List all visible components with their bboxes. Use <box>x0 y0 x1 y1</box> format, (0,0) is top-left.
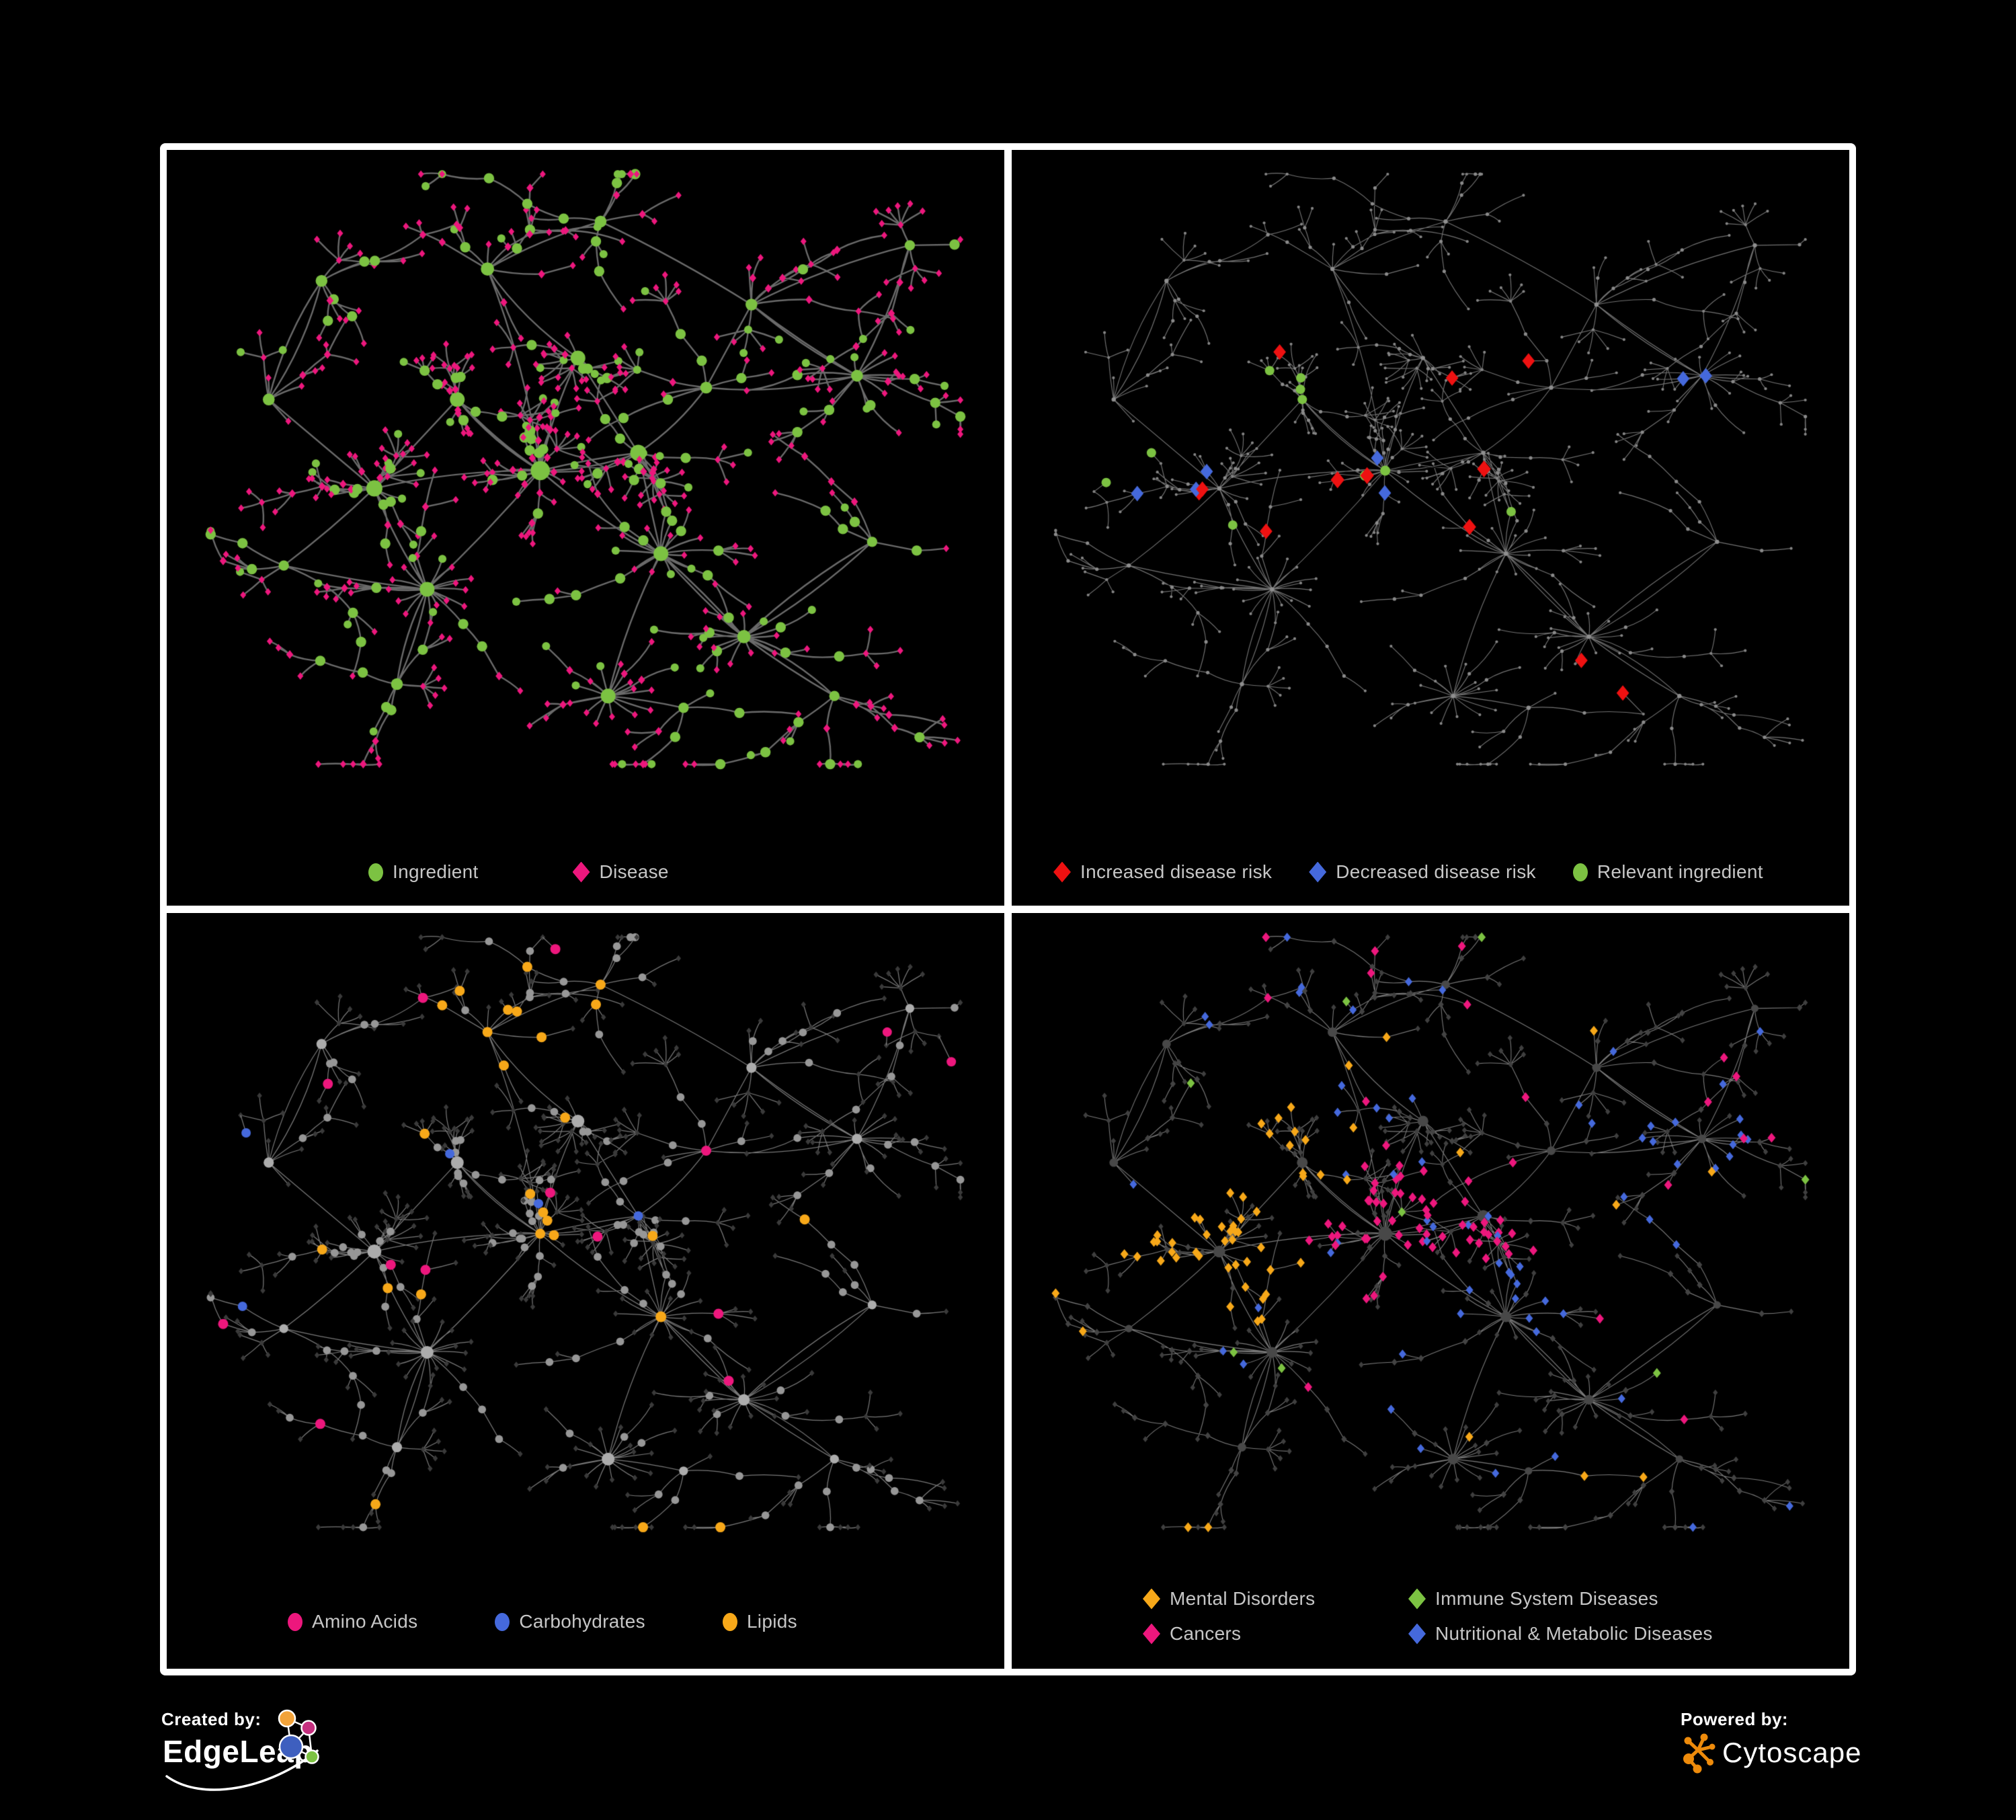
network-canvas-compound-classes <box>167 913 1004 1669</box>
legend-item: Increased disease risk <box>1053 861 1272 883</box>
legend-label: Cancers <box>1170 1623 1242 1644</box>
legend-item: Cancers <box>1143 1623 1241 1645</box>
edgeleap-credit: Created by: EdgeLeap <box>161 1709 497 1817</box>
legend-label: Ingredient <box>393 861 479 882</box>
legend-label: Decreased disease risk <box>1336 861 1536 882</box>
panel-grid: Ingredient Disease Increased disease ris… <box>160 143 1856 1675</box>
powered-by-label: Powered by: <box>1681 1709 1789 1729</box>
ingredient-swatch-icon <box>368 863 383 881</box>
legend-label: Carbohydrates <box>519 1611 645 1632</box>
network-canvas-disease-risk <box>1012 150 1849 906</box>
nutritional-metabolic-swatch-icon <box>1408 1623 1426 1645</box>
mental-disorders-swatch-icon <box>1143 1588 1160 1610</box>
legend-label: Lipids <box>746 1611 797 1632</box>
legend-item: Nutritional & Metabolic Diseases <box>1408 1623 1713 1645</box>
disease-swatch-icon <box>572 861 590 883</box>
legend-disease-risk: Increased disease risk Decreased disease… <box>1053 861 1763 883</box>
edgeleap-brand-text: EdgeLeap <box>163 1734 313 1769</box>
cytoscape-logo-icon <box>1683 1733 1716 1774</box>
legend-item: Disease <box>572 861 669 883</box>
legend-ingredients-diseases: Ingredient Disease <box>368 861 669 883</box>
panel-ingredients-diseases: Ingredient Disease <box>167 150 1004 906</box>
cytoscape-credit: Powered by: Cytoscape <box>1681 1709 1990 1803</box>
lipids-swatch-icon <box>722 1612 737 1631</box>
legend-compound-classes: Amino Acids Carbohydrates Lipids <box>288 1611 797 1632</box>
immune-system-swatch-icon <box>1408 1588 1426 1610</box>
cancers-swatch-icon <box>1143 1623 1160 1645</box>
legend-label: Increased disease risk <box>1080 861 1273 882</box>
legend-item: Decreased disease risk <box>1309 861 1536 883</box>
cytoscape-brand-text: Cytoscape <box>1722 1737 1862 1768</box>
legend-item: Mental Disorders <box>1143 1588 1315 1610</box>
legend-item: Amino Acids <box>288 1611 417 1632</box>
legend-label: Nutritional & Metabolic Diseases <box>1435 1623 1713 1644</box>
legend-item: Carbohydrates <box>495 1611 645 1632</box>
increased-risk-swatch-icon <box>1053 861 1071 883</box>
relevant-ingredient-swatch-icon <box>1572 863 1588 881</box>
legend-label: Amino Acids <box>312 1611 418 1632</box>
legend-label: Disease <box>599 861 669 882</box>
network-canvas-disease-categories <box>1012 913 1849 1669</box>
decreased-risk-swatch-icon <box>1309 861 1327 883</box>
network-canvas-ingredients-diseases <box>167 150 1004 906</box>
legend-label: Immune System Diseases <box>1435 1588 1658 1609</box>
carbohydrates-swatch-icon <box>495 1612 510 1631</box>
legend-label: Mental Disorders <box>1170 1588 1316 1609</box>
legend-item: Lipids <box>722 1611 797 1632</box>
panel-disease-risk: Increased disease risk Decreased disease… <box>1012 150 1849 906</box>
amino-acids-swatch-icon <box>288 1612 303 1631</box>
legend-label: Relevant ingredient <box>1597 861 1763 882</box>
panel-disease-categories: Mental Disorders Immune System Diseases … <box>1012 913 1849 1669</box>
created-by-label: Created by: <box>161 1709 261 1729</box>
panel-compound-classes: Amino Acids Carbohydrates Lipids <box>167 913 1004 1669</box>
legend-item: Immune System Diseases <box>1408 1588 1658 1610</box>
legend-item: Ingredient <box>368 861 479 883</box>
legend-item: Relevant ingredient <box>1572 861 1763 883</box>
